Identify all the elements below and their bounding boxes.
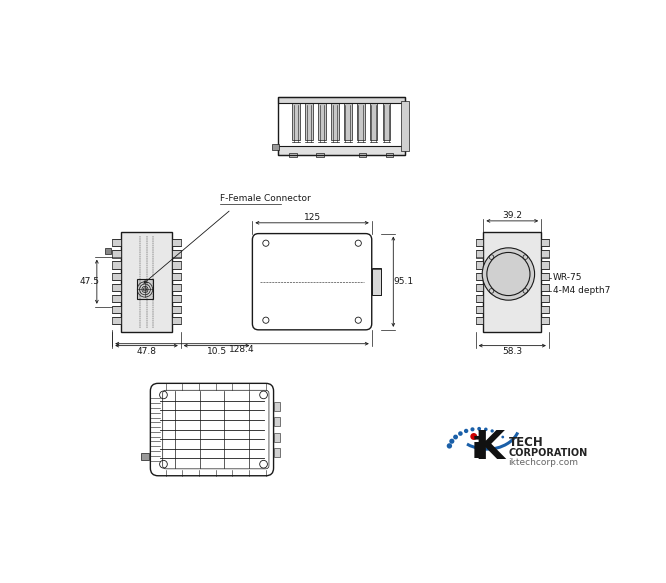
Bar — [305, 97, 313, 140]
Bar — [172, 295, 180, 302]
Bar — [172, 250, 180, 258]
Bar — [401, 101, 409, 151]
Text: TECH: TECH — [508, 436, 543, 449]
Bar — [105, 248, 111, 254]
Bar — [476, 317, 484, 324]
Circle shape — [501, 436, 504, 438]
Text: F-Female Connector: F-Female Connector — [220, 194, 310, 203]
Text: 58.3: 58.3 — [502, 346, 522, 356]
Bar — [359, 153, 366, 157]
Bar — [113, 250, 121, 258]
Text: 47.5: 47.5 — [79, 277, 99, 286]
Bar — [113, 272, 121, 280]
Bar — [172, 239, 180, 247]
Bar — [274, 448, 280, 457]
Text: CORPORATION: CORPORATION — [508, 448, 587, 458]
Circle shape — [447, 443, 452, 448]
Bar — [172, 272, 180, 280]
Text: WR-75: WR-75 — [553, 273, 582, 282]
Bar — [113, 239, 121, 247]
Bar — [113, 284, 121, 291]
Bar — [141, 452, 149, 461]
Bar — [383, 97, 390, 140]
Bar — [172, 284, 180, 291]
Bar — [501, 262, 516, 286]
Circle shape — [478, 427, 481, 431]
Bar — [113, 295, 121, 302]
Bar — [318, 97, 326, 140]
Circle shape — [484, 427, 488, 431]
Bar — [476, 250, 484, 258]
Circle shape — [491, 429, 494, 433]
Text: 95.1: 95.1 — [393, 277, 414, 286]
Bar — [372, 268, 381, 295]
Circle shape — [482, 248, 535, 300]
Bar — [289, 153, 297, 157]
Bar — [344, 97, 352, 140]
Bar — [541, 250, 549, 258]
Bar — [113, 306, 121, 313]
Bar — [172, 306, 180, 313]
Bar — [113, 261, 121, 269]
Bar — [541, 306, 549, 313]
Text: i: i — [472, 436, 481, 463]
Bar — [476, 239, 484, 247]
Circle shape — [458, 431, 463, 436]
Bar — [541, 239, 549, 247]
Text: 39.2: 39.2 — [502, 211, 522, 220]
Bar — [370, 97, 378, 140]
Bar — [113, 317, 121, 324]
Bar — [476, 284, 484, 291]
Circle shape — [470, 433, 478, 440]
Circle shape — [464, 429, 468, 433]
Bar — [137, 279, 153, 300]
Circle shape — [450, 438, 454, 444]
Circle shape — [453, 434, 458, 440]
Bar — [541, 317, 549, 324]
Bar — [274, 433, 280, 442]
Bar — [357, 97, 364, 140]
Bar — [274, 402, 280, 411]
Text: 47.8: 47.8 — [137, 346, 157, 356]
Text: 128.4: 128.4 — [229, 345, 255, 353]
Bar — [172, 261, 180, 269]
Text: 4-M4 depth7: 4-M4 depth7 — [553, 286, 610, 296]
Text: K: K — [474, 429, 504, 467]
Bar — [476, 306, 484, 313]
Bar — [476, 261, 484, 269]
Bar — [484, 231, 541, 332]
Bar — [331, 97, 339, 140]
Bar — [278, 97, 405, 103]
Bar — [476, 272, 484, 280]
Bar — [121, 231, 172, 332]
Text: iktechcorp.com: iktechcorp.com — [508, 458, 578, 467]
Bar — [274, 417, 280, 427]
Circle shape — [496, 432, 500, 435]
Bar — [541, 272, 549, 280]
Bar — [386, 153, 394, 157]
Bar — [541, 284, 549, 291]
Circle shape — [470, 427, 475, 431]
Bar — [316, 153, 324, 157]
Bar — [541, 261, 549, 269]
Text: 125: 125 — [304, 213, 320, 222]
Bar — [272, 144, 278, 150]
Bar — [541, 295, 549, 302]
Bar — [292, 97, 300, 140]
Bar — [278, 97, 405, 155]
Bar — [172, 317, 180, 324]
Text: 10.5: 10.5 — [206, 346, 226, 356]
Bar — [476, 295, 484, 302]
Bar — [278, 146, 405, 155]
